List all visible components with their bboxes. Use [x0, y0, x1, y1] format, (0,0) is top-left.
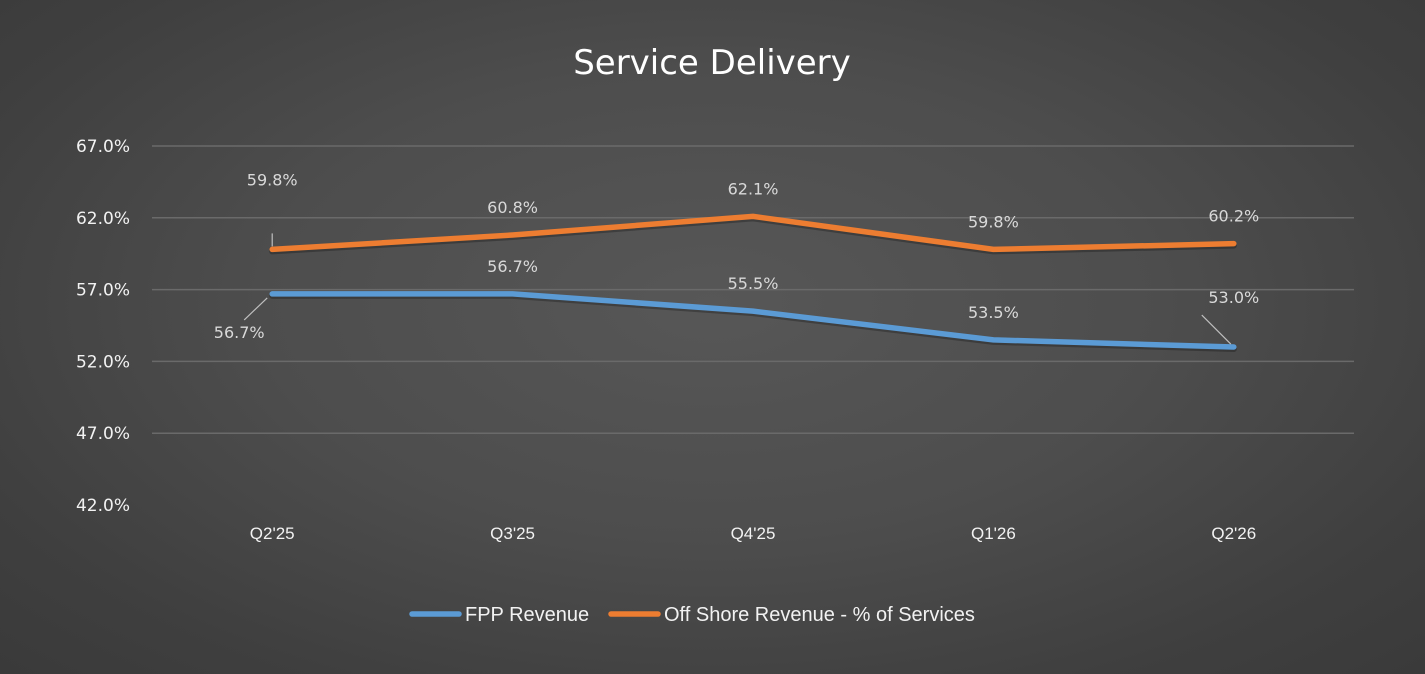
x-tick-label: Q2'26 — [1211, 524, 1256, 543]
chart-title: Service Delivery — [573, 43, 851, 83]
data-label: 56.7% — [487, 257, 538, 276]
y-tick-label: 47.0% — [76, 424, 130, 444]
data-label: 60.8% — [487, 198, 538, 217]
data-label: 53.0% — [1208, 288, 1259, 307]
data-label: 60.2% — [1208, 207, 1259, 226]
label-leader-line — [243, 297, 268, 321]
y-tick-label: 52.0% — [76, 352, 130, 372]
x-tick-label: Q2'25 — [250, 524, 295, 543]
data-labels: 56.7% 56.7% 55.5% 53.5% 53.0% 59.8% 60.8% 62.1%… — [214, 170, 1259, 345]
x-tick-label: Q1'26 — [971, 524, 1016, 543]
x-axis-ticks: Q2'25 Q3'25 Q4'25 Q1'26 Q2'26 — [250, 524, 1256, 543]
data-label: 53.5% — [968, 303, 1019, 322]
y-axis-ticks: 67.0% 62.0% 57.0% 52.0% 47.0% 42.0% — [76, 137, 130, 516]
legend: FPP Revenue Off Shore Revenue - % of Serv… — [409, 604, 975, 626]
data-label: 55.5% — [728, 274, 779, 293]
x-tick-label: Q3'25 — [490, 524, 535, 543]
data-label: 59.8% — [247, 170, 298, 189]
legend-label-fpp-revenue: FPP Revenue — [465, 604, 589, 626]
y-tick-label: 67.0% — [76, 137, 130, 157]
series-lines — [269, 213, 1237, 353]
data-label: 59.8% — [968, 212, 1019, 231]
label-leader-line — [1201, 314, 1232, 345]
data-label: 62.1% — [728, 179, 779, 198]
gridlines — [152, 145, 1354, 434]
y-tick-label: 42.0% — [76, 496, 130, 516]
y-tick-label: 57.0% — [76, 281, 130, 301]
x-tick-label: Q4'25 — [731, 524, 776, 543]
legend-label-off-shore-revenue: Off Shore Revenue - % of Services — [664, 604, 975, 626]
data-label: 56.7% — [214, 323, 265, 342]
y-tick-label: 62.0% — [76, 209, 130, 229]
series-line-fpp-revenue — [269, 291, 1237, 350]
